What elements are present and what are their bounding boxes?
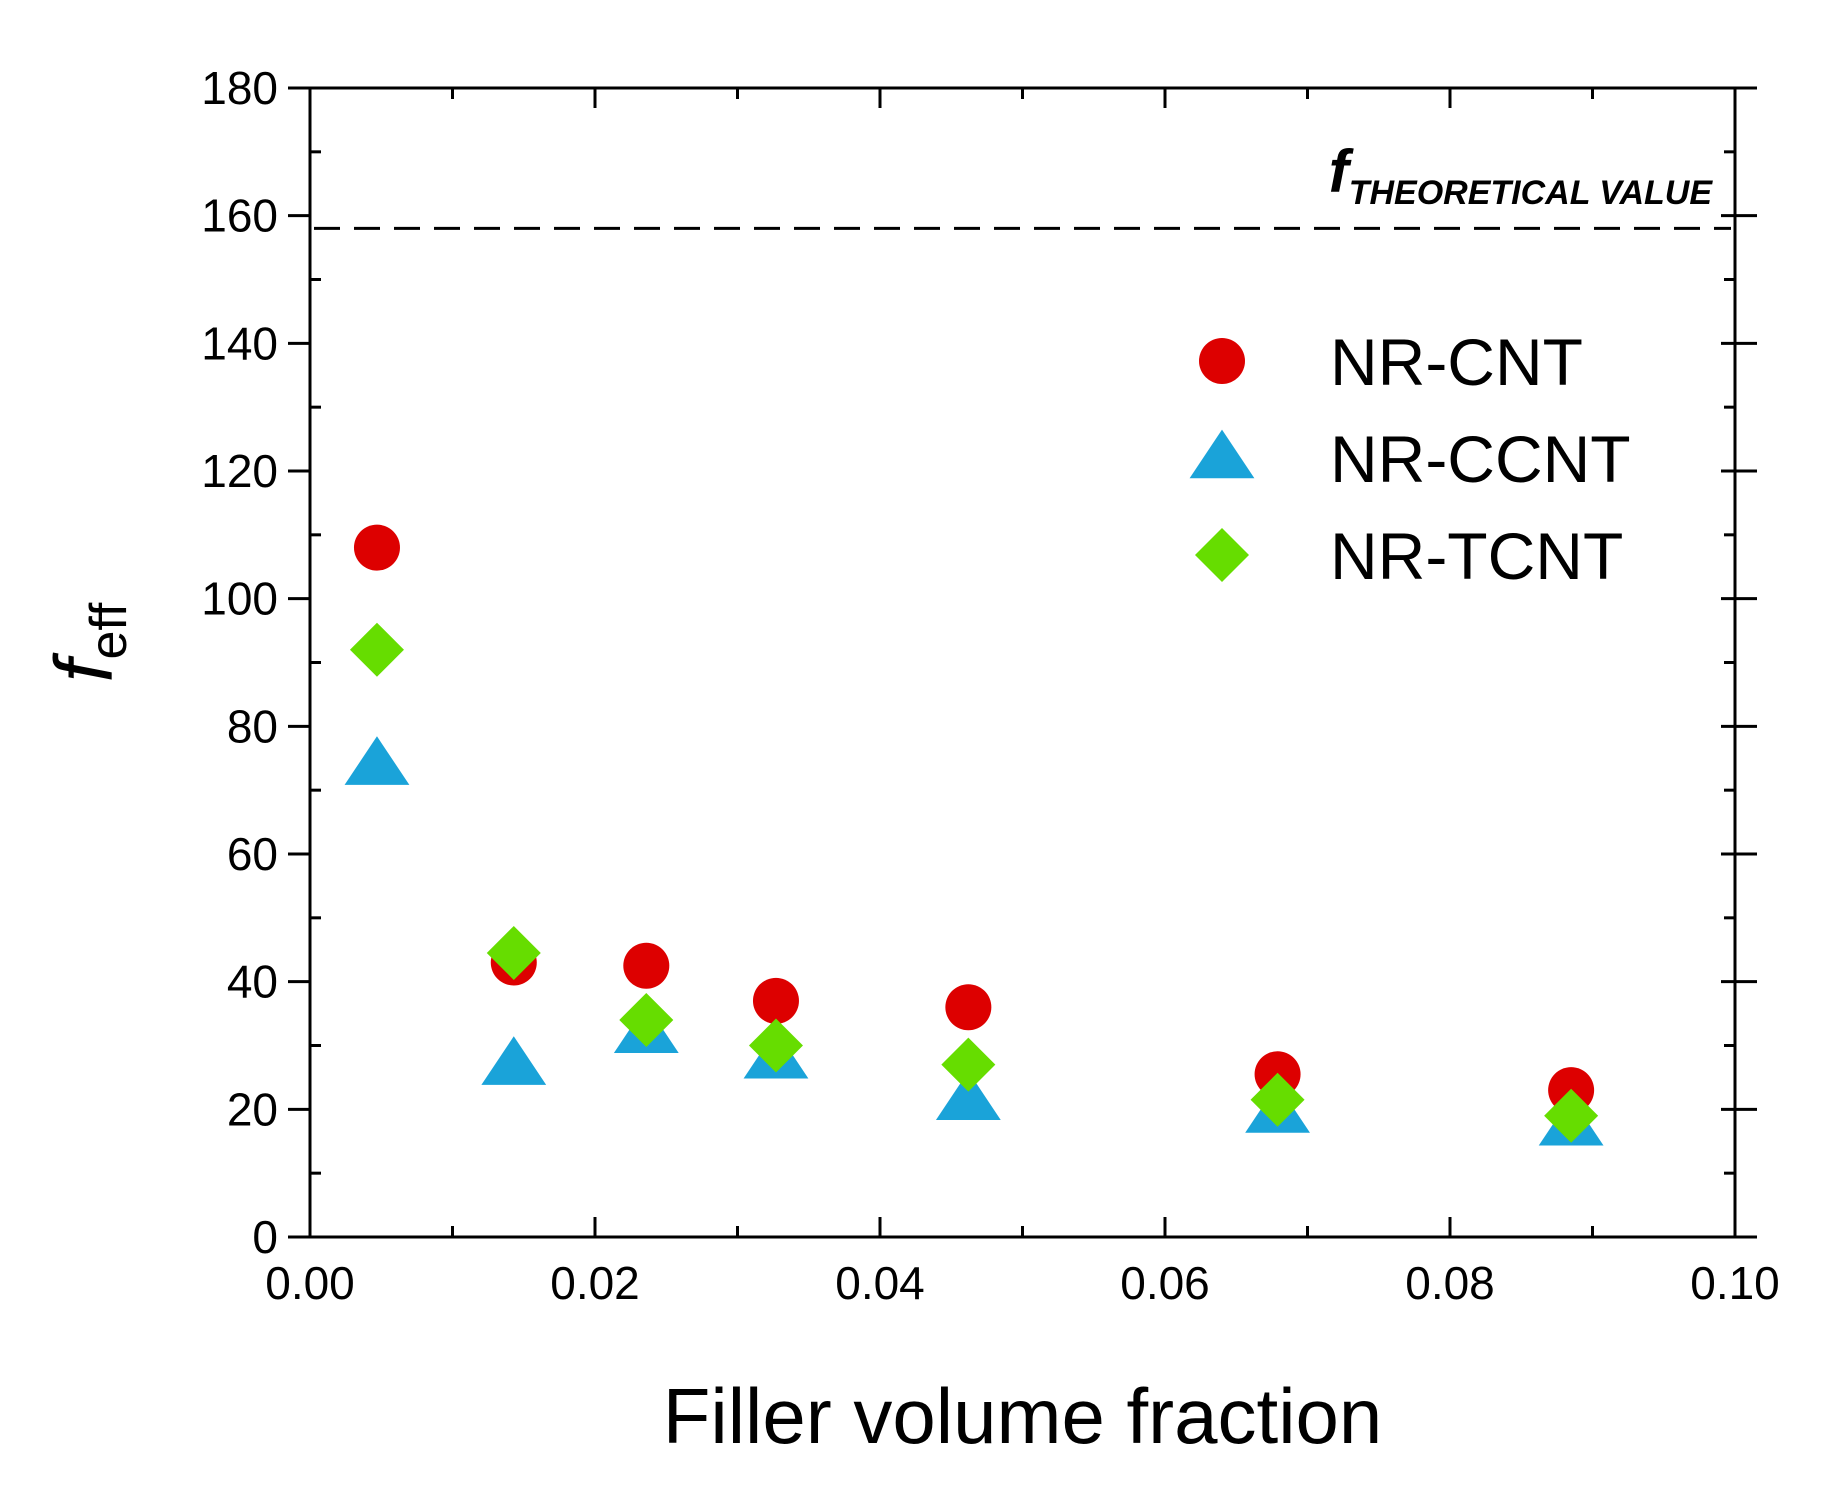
- y-tick-label: 0: [252, 1211, 278, 1263]
- axis-ticks: [288, 86, 1757, 1239]
- data-point-nr-cnt: [752, 977, 799, 1024]
- y-tick-label: 120: [201, 445, 278, 497]
- x-tick-label: 0.02: [550, 1257, 640, 1309]
- legend-label-nr-ccnt: NR-CCNT: [1330, 422, 1631, 496]
- legend-label-nr-cnt: NR-CNT: [1330, 325, 1583, 399]
- x-tick-labels: 0.00 0.02 0.04 0.06 0.08 0.10: [265, 1257, 1780, 1309]
- y-tick-label: 80: [227, 700, 278, 752]
- legend-marker-nr-ccnt: [1189, 429, 1255, 479]
- y-tick-label: 100: [201, 573, 278, 625]
- y-tick-labels: 0 20 40 60 80 100 120 140 160 180: [201, 62, 278, 1263]
- y-tick-label: 160: [201, 190, 278, 242]
- series-nr-tcnt: [349, 622, 1599, 1143]
- x-tick-label: 0.04: [835, 1257, 925, 1309]
- y-tick-label: 60: [227, 828, 278, 880]
- data-point-nr-cnt: [623, 942, 670, 989]
- y-axis-title: feff: [39, 602, 138, 682]
- data-point-nr-tcnt: [748, 1018, 803, 1073]
- x-tick-label: 0.00: [265, 1257, 355, 1309]
- x-tick-label: 0.08: [1405, 1257, 1495, 1309]
- data-point-nr-tcnt: [1544, 1088, 1599, 1143]
- legend-marker-nr-tcnt: [1195, 528, 1249, 582]
- data-point-nr-ccnt: [344, 736, 410, 785]
- data-point-nr-tcnt: [349, 622, 404, 677]
- series-nr-cnt: [353, 524, 1595, 1114]
- y-tick-label: 140: [201, 317, 278, 369]
- reference-line-group: fTHEORETICAL VALUE: [314, 138, 1731, 230]
- data-points: [344, 524, 1604, 1146]
- data-point-nr-tcnt: [619, 992, 674, 1047]
- y-tick-label: 20: [227, 1083, 278, 1135]
- data-point-nr-cnt: [945, 984, 992, 1031]
- reference-label-sub: THEORETICAL VALUE: [1349, 174, 1714, 212]
- legend-label-nr-tcnt: NR-TCNT: [1330, 519, 1623, 593]
- y-tick-label: 40: [227, 956, 278, 1008]
- y-tick-label: 180: [201, 62, 278, 114]
- x-tick-label: 0.10: [1690, 1257, 1780, 1309]
- data-point-nr-tcnt: [1250, 1072, 1305, 1127]
- reference-line-label: fTHEORETICAL VALUE: [1329, 138, 1714, 212]
- legend-marker-nr-cnt: [1199, 338, 1245, 384]
- data-point-nr-ccnt: [481, 1036, 547, 1085]
- data-point-nr-cnt: [353, 524, 400, 571]
- x-axis-title: Filler volume fraction: [663, 1372, 1383, 1460]
- y-axis-title-sub: eff: [80, 602, 138, 659]
- x-tick-label: 0.06: [1120, 1257, 1210, 1309]
- data-point-nr-tcnt: [941, 1037, 996, 1092]
- data-point-nr-tcnt: [486, 925, 541, 980]
- data-point-nr-ccnt: [935, 1071, 1001, 1121]
- legend: NR-CNT NR-CCNT NR-TCNT: [1189, 325, 1631, 593]
